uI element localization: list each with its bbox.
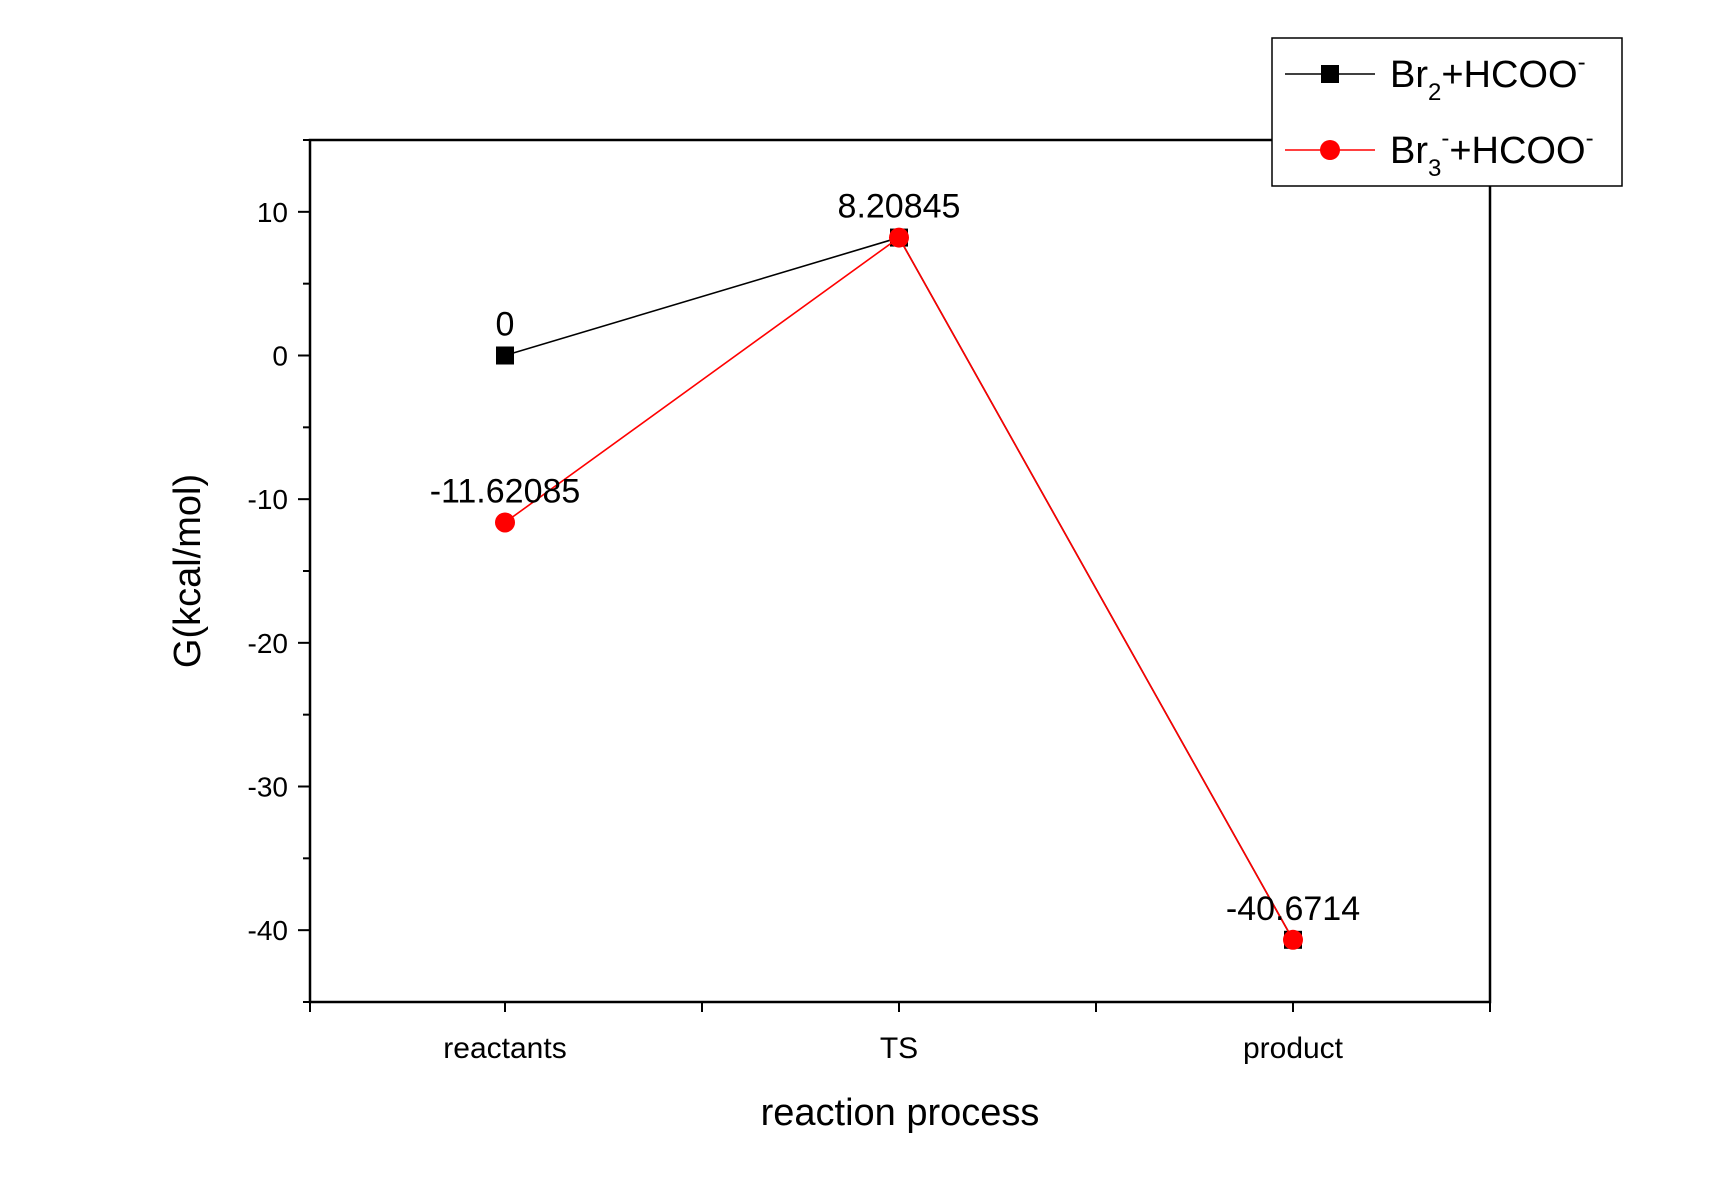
x-tick-label-product: product [1243,1032,1344,1065]
data-label: -11.62085 [430,472,581,510]
data-label: 0 [496,306,515,344]
legend-marker-circle [1320,140,1340,160]
legend-box [1271,37,1623,187]
plot-frame [308,138,1492,1004]
y-axis: 10 0 -10 -20 -30 -40 [248,139,310,1003]
data-point-circle [495,512,515,533]
data-point-circle [1283,929,1303,950]
x-tick-label-ts: TS [880,1032,918,1065]
data-label: -40.6714 [1226,890,1360,928]
y-axis-title: G(kcal/mol) [167,474,209,668]
y-tick-label: 0 [272,341,288,372]
data-label: 8.20845 [838,188,961,226]
y-tick-label: -40 [248,915,288,946]
y-tick-label: -10 [248,484,288,515]
legend-marker-square [1321,65,1339,83]
legend-label-1: Br3-+HCOO- [1390,125,1594,182]
legend-label-0: Br2+HCOO- [1390,49,1586,106]
series-layer [495,227,1303,950]
y-tick-label: 10 [257,197,288,228]
data-point-square [496,346,514,365]
legend: Br2+HCOO- Br3-+HCOO- [1271,37,1623,187]
series-line-1 [504,236,1294,941]
x-axis: reactants TS product [309,1002,1491,1065]
x-tick-label-reactants: reactants [443,1032,566,1065]
series-line-0 [504,236,1294,941]
data-point-circle [889,227,909,248]
y-tick-label: -20 [248,628,288,659]
data-label-layer: 0 -11.62085 8.20845 -40.6714 [430,188,1360,928]
x-axis-title: reaction process [761,1092,1040,1134]
y-tick-label: -30 [248,772,288,803]
